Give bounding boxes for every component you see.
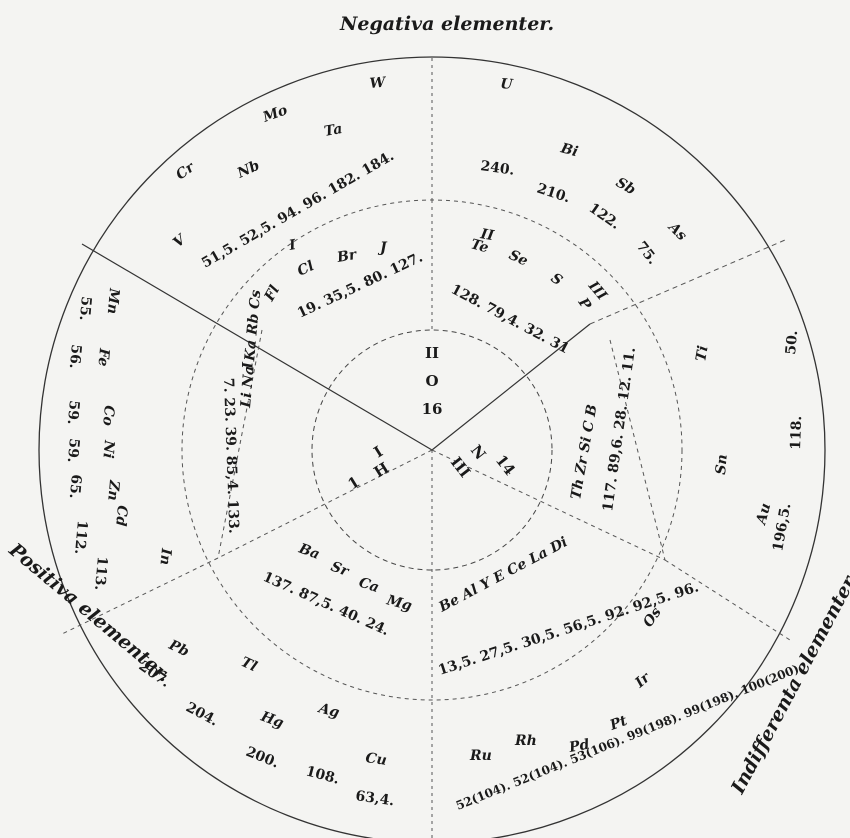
outer-ring	[38, 56, 826, 838]
symbol-Sb: Sb	[613, 175, 638, 199]
weight-As: 75.	[633, 239, 661, 268]
inner-ring	[311, 329, 553, 571]
label-negative: Negativa elementer.	[339, 13, 554, 35]
weights-negative-outer-left: 51,5. 52,5. 94. 96. 182. 184.	[199, 148, 397, 271]
divider-right	[431, 323, 591, 451]
divider-positive-arc	[217, 329, 263, 559]
weight-Sb: 122.	[586, 200, 623, 233]
symbol-Zn: Zn	[104, 479, 122, 502]
symbol-Te: Te	[469, 236, 490, 256]
symbol-Au: Au	[753, 502, 774, 528]
center-valence-right: III	[447, 453, 474, 481]
symbol-Cl: Cl	[295, 258, 317, 279]
center-symbol-N: N	[467, 441, 490, 463]
symbol-Ba: Ba	[296, 540, 322, 563]
weight-Fe: 56.	[66, 344, 84, 370]
symbol-Fl: Fl	[261, 283, 283, 305]
weight-Sn: 118.	[788, 415, 805, 450]
weight-U: 240.	[479, 158, 515, 179]
symbol-Ca: Ca	[357, 575, 381, 596]
valence-I-alkali: I	[238, 361, 254, 369]
divider-upper-left	[81, 243, 433, 451]
weights-halogens: 19. 35,5. 80. 127.	[295, 249, 425, 321]
symbol-Sr: Sr	[329, 559, 352, 581]
divider-lower-left-inner	[217, 449, 433, 559]
weight-Mn: 55.	[76, 296, 94, 322]
center-symbol-O: O	[425, 372, 438, 390]
weights-Th-Zr-Si-C-B: 117. 89,6. 28. 12. 11.	[600, 346, 639, 512]
symbol-Nb: Nb	[234, 157, 262, 182]
symbol-Rh: Rh	[514, 733, 537, 749]
weight-Co: 59.	[64, 400, 82, 426]
divider-upper-right	[589, 239, 786, 325]
weight-Cu: 63,4.	[354, 788, 395, 809]
symbol-Co: Co	[99, 405, 117, 427]
weights-alkali: 7. 23. 39. 85,4. 133.	[220, 378, 241, 534]
symbol-Pb: Pb	[165, 637, 191, 661]
symbol-Pt: Pt	[607, 713, 630, 734]
symbol-U: U	[500, 76, 514, 93]
weight-Tl: 204.	[183, 699, 221, 729]
weight-Ni: 59.	[64, 438, 82, 464]
symbol-Ag: Ag	[315, 700, 341, 721]
symbol-J: J	[377, 240, 388, 256]
symbol-Ir: Ir	[632, 669, 655, 692]
center-weight-H: 1	[345, 473, 363, 494]
weight-Hg: 200.	[244, 744, 282, 772]
symbol-Mo: Mo	[260, 102, 290, 126]
center-valence-left: I	[371, 442, 387, 461]
symbol-Sn: Sn	[713, 454, 731, 476]
symbol-Ni: Ni	[99, 439, 117, 459]
symbol-Cu: Cu	[364, 750, 387, 769]
symbol-Mg: Mg	[384, 592, 414, 614]
valence-II-chalcogens: II	[478, 226, 495, 244]
center-weight-O: 16	[422, 400, 443, 418]
divider-lower-left-outer	[61, 557, 219, 635]
symbol-As: As	[664, 218, 690, 244]
symbol-Ru: Ru	[469, 748, 492, 764]
weight-Ti: 50.	[783, 330, 801, 356]
symbol-Ti: Ti	[693, 344, 711, 362]
symbol-W: W	[369, 75, 387, 92]
center-symbol-H: H	[371, 459, 393, 482]
symbol-S: S	[548, 270, 565, 289]
symbol-Mn: Mn	[104, 287, 122, 315]
weight-Bi: 210.	[535, 181, 572, 207]
divider-indifferent-arc	[609, 339, 666, 561]
center-weight-N: 14	[492, 451, 519, 479]
center-valence-top: II	[425, 344, 439, 362]
weight-Zn: 65.	[66, 474, 84, 500]
symbol-Hg: Hg	[258, 708, 286, 731]
weight-In: 113.	[91, 556, 110, 591]
weight-Ag: 108.	[304, 763, 341, 787]
divider-lower-right-outer	[664, 559, 791, 641]
weights-chalcogens: 128. 79,4. 32. 31	[448, 281, 572, 357]
symbol-Cd: Cd	[112, 505, 130, 527]
valence-I-halogens: I	[287, 237, 298, 254]
symbol-Br: Br	[335, 247, 359, 267]
symbol-Tl: Tl	[238, 654, 259, 675]
symbol-In: In	[157, 547, 174, 566]
symbol-P: P	[574, 294, 594, 313]
symbols-Th-Zr-Si-C-B: Th Zr Si C B	[568, 403, 600, 501]
symbol-Ta: Ta	[323, 121, 344, 140]
weight-Cd: 112.	[71, 520, 90, 555]
symbol-Fe: Fe	[94, 347, 112, 367]
symbol-Cr: Cr	[173, 159, 199, 184]
divider-lower-right-inner	[431, 449, 666, 561]
symbol-Se: Se	[506, 247, 530, 270]
symbol-V: V	[170, 230, 190, 251]
weight-Au: 196,5.	[770, 502, 794, 553]
symbol-Pd: Pd	[567, 737, 591, 756]
symbol-Bi: Bi	[558, 140, 580, 160]
